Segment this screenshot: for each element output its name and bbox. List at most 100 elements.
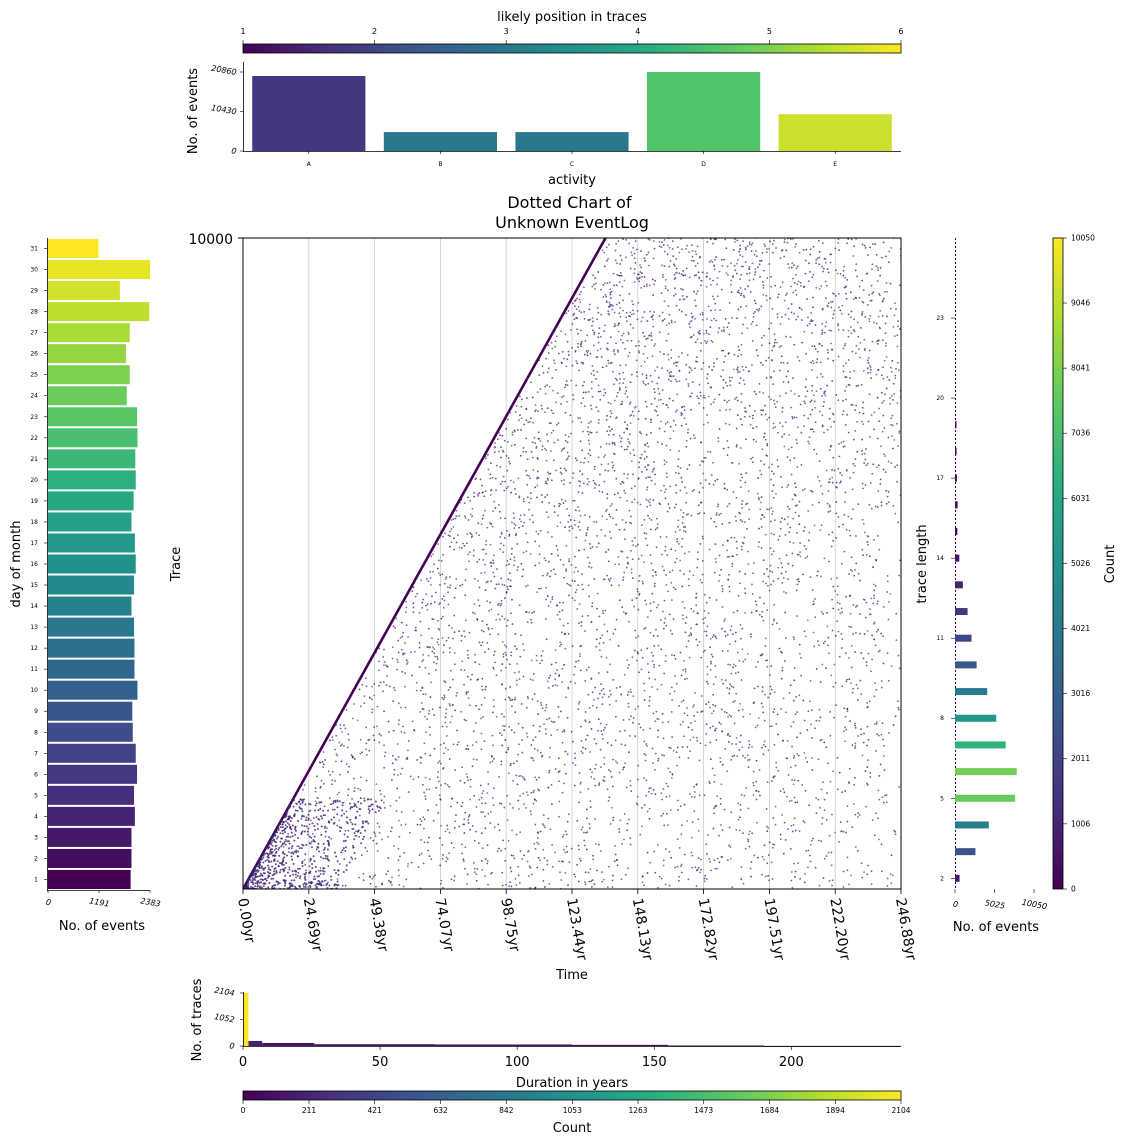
dotted-chart-event <box>863 633 866 635</box>
dotted-chart-event <box>669 809 672 811</box>
dotted-chart-event <box>764 582 767 585</box>
dotted-chart-event <box>471 744 474 747</box>
dotted-chart-event <box>595 742 598 745</box>
dotted-chart-event <box>493 826 496 829</box>
dotted-chart-event <box>688 656 691 659</box>
dotted-chart-event <box>643 753 646 755</box>
dotted-chart-event <box>704 744 707 747</box>
dotted-chart-event <box>529 553 532 555</box>
dotted-chart-event <box>600 683 602 686</box>
dotted-chart-event <box>829 510 832 512</box>
dotted-chart-event <box>799 732 802 735</box>
dotted-chart-event <box>728 687 731 690</box>
dotted-chart-event <box>621 519 624 521</box>
dotted-chart-event <box>418 612 421 614</box>
dotted-chart-event <box>712 242 714 245</box>
dotted-chart-event <box>596 306 599 309</box>
dotted-chart-event <box>661 754 664 756</box>
dotted-chart-event <box>515 684 518 686</box>
dotted-chart-start-line <box>243 238 607 889</box>
dotted-chart-event <box>722 378 725 381</box>
dotted-chart-event <box>407 862 409 865</box>
dotted-chart-event <box>625 390 628 392</box>
dotted-chart-event <box>649 554 652 556</box>
dotted-chart-event <box>741 255 744 258</box>
dotted-chart-event <box>611 886 614 888</box>
dotted-chart-event <box>563 447 566 450</box>
dotted-chart-event <box>654 528 657 531</box>
dotted-chart-event <box>428 855 431 858</box>
dotted-chart-event <box>726 686 728 689</box>
dotted-chart-event <box>596 318 599 321</box>
dotted-chart-event <box>566 451 569 454</box>
dotted-chart-event <box>453 879 456 882</box>
dotted-chart-event <box>706 377 708 380</box>
dotted-chart-event <box>780 361 782 364</box>
dotted-chart-event <box>774 406 777 408</box>
dotted-chart-event <box>618 388 621 391</box>
dotted-chart-event <box>859 326 862 329</box>
dotted-chart-event <box>572 476 574 479</box>
dotted-chart-event <box>632 449 635 451</box>
dotted-chart-event <box>887 618 890 621</box>
dotted-chart-event <box>866 702 869 704</box>
dotted-chart-event <box>695 292 698 295</box>
dotted-chart-event <box>631 410 634 413</box>
dotted-chart-event <box>864 484 867 486</box>
dotted-chart-event <box>599 748 602 751</box>
dotted-chart-event <box>755 440 758 443</box>
dotted-chart-event <box>593 468 596 471</box>
dotted-chart-event <box>751 320 754 323</box>
dotted-chart-event <box>688 570 691 573</box>
dotted-chart-event <box>533 789 535 792</box>
dotted-chart-event <box>643 276 646 278</box>
dotted-chart-event <box>650 418 653 421</box>
dotted-chart-event <box>519 655 522 658</box>
dotted-chart-event <box>883 427 886 429</box>
dotted-chart-event <box>670 357 673 359</box>
dotted-chart-event <box>645 283 648 286</box>
dotted-chart-event <box>714 805 717 808</box>
dotted-chart-event <box>484 651 486 654</box>
dotted-chart-event <box>546 863 549 866</box>
dotted-chart-event <box>503 644 506 646</box>
dotted-chart-event <box>528 420 531 423</box>
dotted-chart-event <box>636 795 639 798</box>
dotted-chart-event <box>737 355 739 358</box>
dotted-chart-event <box>798 359 801 362</box>
dotted-chart-event <box>619 440 622 443</box>
dotted-chart-event <box>838 602 841 605</box>
dotted-chart-event <box>875 723 878 725</box>
dotted-chart-event <box>716 867 718 870</box>
dotted-chart-event <box>649 609 652 612</box>
dotted-chart-event <box>807 440 810 443</box>
dotted-chart-event <box>692 334 695 336</box>
dotted-chart-event <box>400 648 403 651</box>
dotted-chart-event <box>560 879 563 881</box>
dotted-chart-event <box>402 652 404 655</box>
dotted-chart-event <box>433 563 436 566</box>
dotted-chart-event <box>772 846 774 849</box>
dotted-chart-event <box>612 433 615 436</box>
dotted-chart-event <box>536 391 539 394</box>
dotted-chart-event <box>642 331 644 334</box>
dotted-chart-event <box>702 362 705 364</box>
dotted-chart-event <box>851 744 854 747</box>
dotted-chart-event <box>846 805 849 808</box>
dotted-chart-event <box>571 579 574 582</box>
dotted-chart-event <box>567 813 570 816</box>
dotted-chart-event <box>580 340 583 343</box>
dotted-chart-event <box>559 471 562 474</box>
dotted-chart-event <box>638 280 640 283</box>
dotted-chart-event <box>644 259 646 262</box>
dotted-chart-event <box>786 795 788 798</box>
dotted-chart-event <box>461 801 464 804</box>
dotted-chart-event <box>880 686 883 689</box>
dotted-chart-event <box>534 564 537 567</box>
dotted-chart-event <box>811 408 814 411</box>
dotted-chart-event <box>536 700 539 702</box>
dotted-chart-event <box>629 323 632 326</box>
dotted-chart-event <box>811 769 814 771</box>
dotted-chart-event <box>628 751 630 754</box>
dotted-chart-event <box>662 244 665 246</box>
